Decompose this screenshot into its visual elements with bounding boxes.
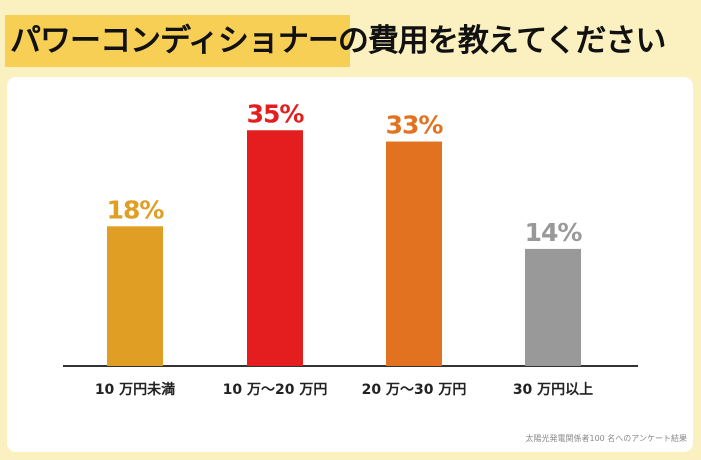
data-label: 33% (386, 111, 444, 140)
source-note: 太陽光発電関係者100 名へのアンケート結果 (525, 434, 688, 443)
data-label: 35% (247, 99, 305, 128)
title-rest-text: の費用を教えてください (337, 23, 667, 59)
bar (386, 141, 442, 366)
bar (247, 130, 303, 366)
page-title: パワーコンディショナーの費用を教えてください (10, 17, 667, 65)
category-label: 20 万〜30 万円 (362, 382, 467, 398)
title-highlight-text: パワーコンディショナー (10, 23, 339, 59)
category-label: 10 万〜20 万円 (223, 382, 328, 398)
data-label: 14% (525, 218, 583, 247)
category-label: 10 万円未満 (95, 381, 175, 398)
bar (525, 248, 581, 366)
title-highlight (5, 15, 350, 67)
data-label: 18% (107, 195, 165, 224)
category-label: 30 万円以上 (513, 382, 593, 398)
bar (107, 226, 163, 366)
